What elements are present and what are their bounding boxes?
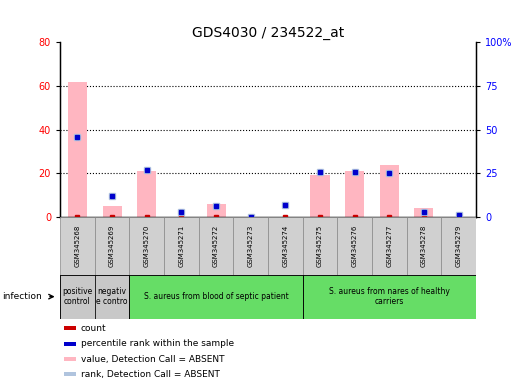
Bar [137, 171, 156, 217]
Bar [207, 204, 225, 217]
Bar [95, 217, 129, 275]
Bar [441, 217, 476, 275]
Bar [199, 217, 233, 275]
Text: count: count [81, 324, 107, 333]
Title: GDS4030 / 234522_at: GDS4030 / 234522_at [192, 26, 344, 40]
Text: rank, Detection Call = ABSENT: rank, Detection Call = ABSENT [81, 370, 220, 379]
Bar [64, 357, 76, 361]
Text: GSM345274: GSM345274 [282, 225, 288, 267]
Bar [129, 217, 164, 275]
Bar [233, 217, 268, 275]
Text: negativ
e contro: negativ e contro [96, 287, 128, 306]
Text: GSM345275: GSM345275 [317, 225, 323, 267]
Bar [268, 217, 303, 275]
Bar [407, 217, 441, 275]
Bar [64, 342, 76, 346]
Text: GSM345277: GSM345277 [386, 225, 392, 267]
Text: GSM345276: GSM345276 [351, 225, 358, 267]
Bar [380, 165, 399, 217]
Bar [95, 275, 129, 319]
Text: value, Detection Call = ABSENT: value, Detection Call = ABSENT [81, 354, 224, 364]
Text: GSM345270: GSM345270 [144, 225, 150, 267]
Text: infection: infection [3, 292, 42, 301]
Text: GSM345269: GSM345269 [109, 225, 115, 267]
Text: S. aureus from nares of healthy
carriers: S. aureus from nares of healthy carriers [329, 287, 450, 306]
Bar [345, 171, 364, 217]
Bar [60, 217, 95, 275]
Text: GSM345271: GSM345271 [178, 225, 185, 267]
Text: positive
control: positive control [62, 287, 93, 306]
Bar [372, 217, 407, 275]
Text: GSM345279: GSM345279 [456, 225, 462, 267]
Bar [68, 81, 87, 217]
Bar [311, 175, 329, 217]
Bar [64, 372, 76, 376]
Bar [60, 275, 95, 319]
Bar [414, 208, 434, 217]
Bar [337, 217, 372, 275]
Bar [164, 217, 199, 275]
Text: GSM345268: GSM345268 [74, 225, 81, 267]
Text: percentile rank within the sample: percentile rank within the sample [81, 339, 234, 348]
Text: GSM345272: GSM345272 [213, 225, 219, 267]
Text: GSM345273: GSM345273 [248, 225, 254, 267]
Bar [303, 217, 337, 275]
Text: GSM345278: GSM345278 [421, 225, 427, 267]
Bar [303, 275, 476, 319]
Text: S. aureus from blood of septic patient: S. aureus from blood of septic patient [144, 292, 289, 301]
Bar [64, 326, 76, 330]
Bar [129, 275, 303, 319]
Bar [103, 206, 122, 217]
